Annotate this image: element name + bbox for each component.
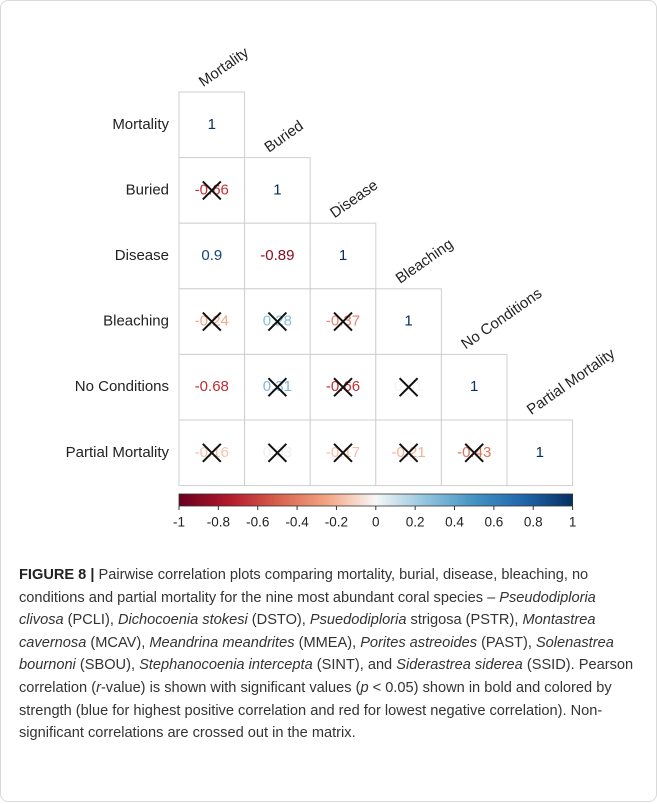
row-label: Disease [115, 247, 169, 264]
column-label: Partial Mortality [524, 345, 619, 418]
row-label: Mortality [112, 116, 169, 133]
caption-text: r [96, 679, 101, 696]
cell [375, 288, 442, 355]
caption-text: Psuedodiploria [309, 612, 407, 629]
not-significant-cross [267, 377, 288, 397]
colorbar-tick-label: 0.8 [524, 515, 543, 530]
cell-value: 1 [208, 116, 216, 133]
row-label: Buried [126, 181, 169, 198]
caption-text: (SINT), and [312, 657, 397, 674]
colorbar-tick-label: -0.6 [246, 515, 269, 530]
cell [178, 91, 246, 159]
caption-text: (MMEA), [294, 634, 361, 651]
caption-text: -value) is shown with significant values… [100, 679, 361, 696]
row-label: Partial Mortality [66, 444, 170, 461]
cell-value: 1 [404, 313, 412, 330]
not-significant-cross [333, 311, 353, 332]
cell [506, 419, 574, 487]
not-significant-cross [267, 443, 288, 463]
not-significant-cross [464, 443, 484, 463]
colorbar [178, 493, 574, 507]
cell-value: -0.68 [195, 378, 229, 395]
colorbar-tick-label: 0.4 [445, 515, 464, 530]
caption-text: Pseudodiploria clivosa [19, 589, 596, 629]
caption-text: (PCLI), [63, 612, 118, 629]
not-significant-cross [267, 311, 288, 332]
caption-text: (SSID). Pearson correlation ( [19, 657, 634, 696]
cell [244, 157, 311, 224]
not-significant-cross [398, 377, 419, 397]
caption-text: (PAST), [477, 634, 536, 651]
cell-value: 1 [273, 181, 281, 198]
column-label: Mortality [196, 44, 253, 91]
colorbar-tick-label: -0.4 [285, 515, 309, 530]
caption-text: (MCAV), [86, 634, 150, 651]
cell-value: 1 [536, 444, 544, 461]
caption-label: FIGURE 8 | [19, 567, 95, 583]
colorbar-tick-label: 0.6 [484, 515, 503, 530]
cell [309, 222, 377, 290]
caption-text: Meandrina meandrites [149, 634, 295, 651]
caption-text: Pairwise correlation plots comparing mor… [19, 567, 589, 606]
caption-text: Siderastrea siderea [396, 657, 523, 674]
column-label: No Conditions [458, 285, 545, 353]
caption-text: < 0.05) shown in bold and colored by str… [19, 679, 612, 742]
column-label: Disease [327, 177, 381, 222]
not-significant-cross [202, 443, 222, 463]
cell-value: 0.9 [201, 247, 222, 264]
not-significant-cross [202, 180, 222, 201]
cell [440, 353, 508, 421]
colorbar-tick-label: -0.8 [207, 515, 230, 530]
column-label: Bleaching [393, 236, 457, 288]
caption-text: Montastrea cavernosa [19, 612, 596, 651]
cell [178, 353, 246, 421]
cell-value: 1 [339, 247, 347, 264]
chart: MortalityMortalityBuriedBuriedDiseaseDis… [66, 44, 619, 530]
caption-text: strigosa (PSTR), [406, 612, 523, 629]
not-significant-cross [333, 377, 353, 397]
caption-text: Stephanocoenia intercepta [139, 657, 313, 674]
caption-text: Dichocoenia stokesi [117, 612, 248, 629]
column-label: Buried [261, 117, 306, 156]
row-label: No Conditions [75, 378, 169, 395]
caption-text: Porites astreoides [360, 634, 478, 651]
cell-value: 1 [470, 378, 478, 395]
colorbar-tick-label: 0 [372, 515, 380, 530]
colorbar-tick-label: -0.2 [325, 515, 348, 530]
not-significant-cross [202, 311, 222, 332]
caption-text: p [360, 679, 369, 696]
colorbar-tick-label: 1 [569, 515, 577, 530]
caption-text: Solenastrea bournoni [19, 634, 614, 674]
not-significant-cross [333, 443, 353, 463]
colorbar-tick-label: -1 [173, 515, 185, 530]
not-significant-cross [398, 443, 419, 463]
caption-text: (DSTO), [247, 612, 310, 629]
cell-value: -0.89 [260, 247, 294, 264]
row-label: Bleaching [103, 313, 169, 330]
caption-text: (SBOU), [75, 657, 140, 674]
colorbar-tick-label: 0.2 [406, 515, 425, 530]
caption: FIGURE 8 | Pairwise correlation plots co… [19, 564, 641, 745]
